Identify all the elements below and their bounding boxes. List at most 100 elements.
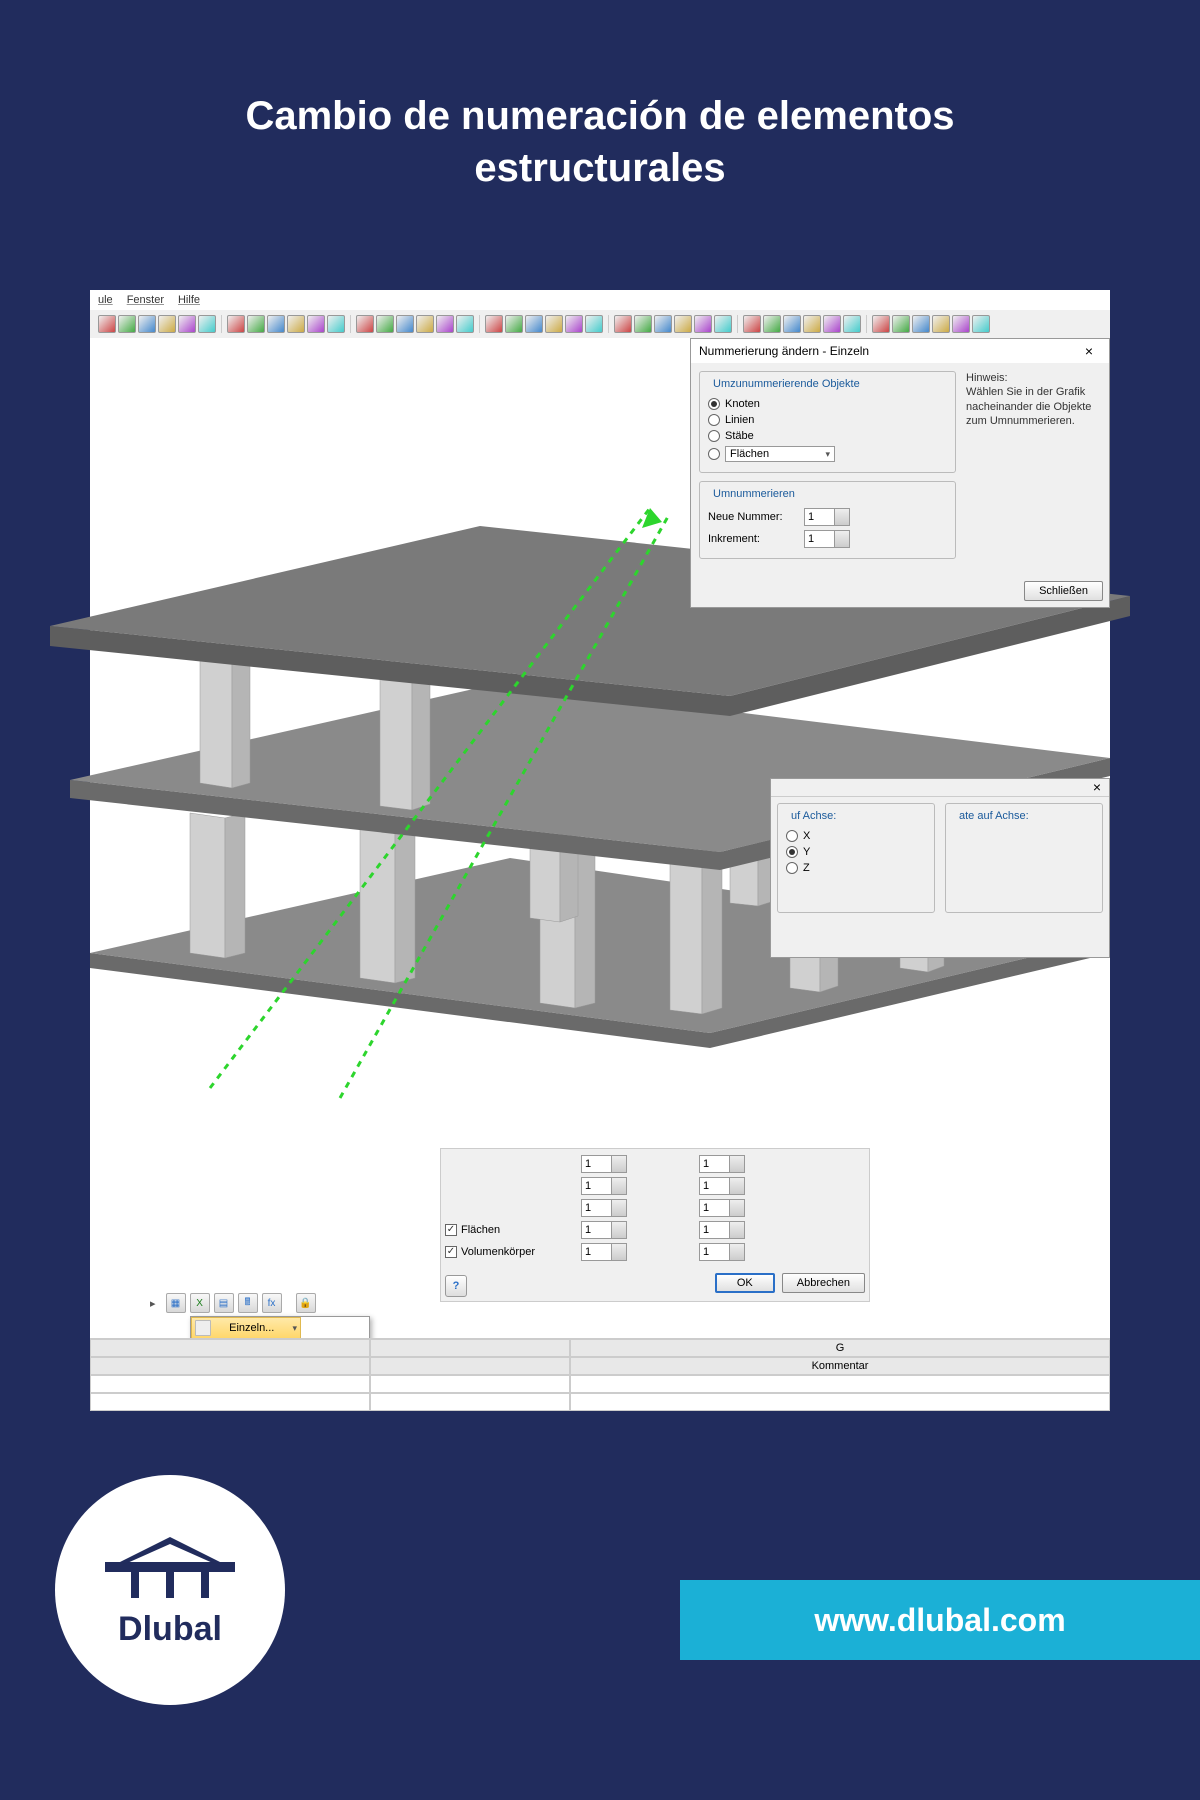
toolbar-icon[interactable]	[227, 315, 245, 333]
tool-icon[interactable]: 🖩	[238, 1293, 258, 1313]
viewport-3d[interactable]: Nummerierung ändern - Einzeln × Umzunumm…	[90, 338, 1110, 1390]
toolbar-icon[interactable]	[356, 315, 374, 333]
flaechen-select[interactable]: Flächen	[725, 446, 835, 462]
toolbar-icon[interactable]	[287, 315, 305, 333]
radio-flaechen[interactable]: Flächen	[708, 444, 947, 464]
radio-x[interactable]: X	[786, 828, 926, 844]
toolbar-icon[interactable]	[565, 315, 583, 333]
check-volumen[interactable]: Volumenkörper	[445, 1246, 575, 1258]
toolbar-icon[interactable]	[436, 315, 454, 333]
app-menubar[interactable]: ule Fenster Hilfe	[90, 290, 200, 310]
group-objects: Umzunummerierende Objekte Knoten Linien …	[699, 371, 956, 473]
toolbar-icon[interactable]	[803, 315, 821, 333]
menu-item[interactable]: ule	[98, 294, 113, 306]
tool-icon[interactable]: ▤	[214, 1293, 234, 1313]
help-button[interactable]: ?	[445, 1275, 467, 1297]
group-renumber: Umnummerieren Neue Nummer: 1 Inkrement: …	[699, 481, 956, 559]
group-title: Umnummerieren	[710, 488, 798, 500]
close-icon[interactable]: ×	[1077, 343, 1101, 359]
spin[interactable]: 1	[699, 1199, 745, 1217]
toolbar	[90, 310, 1110, 338]
numbering-grid: 11 11 11 Flächen11 Volumenkörper11 ? OK …	[440, 1148, 870, 1302]
spin[interactable]: 1	[581, 1221, 627, 1239]
brand-name: Dlubal	[118, 1610, 222, 1649]
radio-knoten[interactable]: Knoten	[708, 396, 947, 412]
toolbar-icon[interactable]	[247, 315, 265, 333]
toolbar-icon[interactable]	[763, 315, 781, 333]
schliessen-button[interactable]: Schließen	[1024, 581, 1103, 601]
toolbar-icon[interactable]	[138, 315, 156, 333]
col-header[interactable]: G	[570, 1339, 1110, 1357]
toolbar-icon[interactable]	[932, 315, 950, 333]
spin[interactable]: 1	[581, 1177, 627, 1195]
toolbar-icon[interactable]	[456, 315, 474, 333]
toolbar-icon[interactable]	[505, 315, 523, 333]
toolbar-icon[interactable]	[525, 315, 543, 333]
radio-staebe[interactable]: Stäbe	[708, 428, 947, 444]
ctx-einzeln[interactable]: Einzeln...	[191, 1317, 301, 1339]
hint-title: Hinweis:	[966, 371, 1101, 385]
toolbar-icon[interactable]	[892, 315, 910, 333]
toolbar-icon[interactable]	[714, 315, 732, 333]
spin[interactable]: 1	[581, 1155, 627, 1173]
abbrechen-button[interactable]: Abbrechen	[782, 1273, 865, 1293]
toolbar-icon[interactable]	[198, 315, 216, 333]
toolbar-icon[interactable]	[872, 315, 890, 333]
toolbar-icon[interactable]	[743, 315, 761, 333]
toolbar-icon[interactable]	[307, 315, 325, 333]
toolbar-icon[interactable]	[267, 315, 285, 333]
spin[interactable]: 1	[699, 1243, 745, 1261]
spin[interactable]: 1	[699, 1221, 745, 1239]
toolbar-icon[interactable]	[952, 315, 970, 333]
neue-nummer-input[interactable]: 1	[804, 508, 850, 526]
close-icon[interactable]: ×	[1085, 779, 1109, 796]
toolbar-icon[interactable]	[912, 315, 930, 333]
toolbar-icon[interactable]	[158, 315, 176, 333]
toolbar-icon[interactable]	[654, 315, 672, 333]
toolbar-icon[interactable]	[694, 315, 712, 333]
spin[interactable]: 1	[581, 1199, 627, 1217]
toolbar-icon[interactable]	[843, 315, 861, 333]
toolbar-icon[interactable]	[396, 315, 414, 333]
toolbar-icon[interactable]	[416, 315, 434, 333]
tool-icon[interactable]: ▦	[166, 1293, 186, 1313]
excel-icon[interactable]: X	[190, 1293, 210, 1313]
toolbar-icon[interactable]	[327, 315, 345, 333]
toolbar-icon[interactable]	[634, 315, 652, 333]
toolbar-icon[interactable]	[823, 315, 841, 333]
menu-item[interactable]: Hilfe	[178, 294, 200, 306]
toolbar-icon[interactable]	[545, 315, 563, 333]
toolbar-icon[interactable]	[614, 315, 632, 333]
col-header[interactable]: Kommentar	[570, 1357, 1110, 1375]
inkrement-input[interactable]: 1	[804, 530, 850, 548]
dialog-title: Nummerierung ändern - Einzeln	[699, 344, 869, 358]
menu-item[interactable]: Fenster	[127, 294, 164, 306]
neue-nummer-row: Neue Nummer: 1	[708, 506, 947, 528]
toolbar-icon[interactable]	[485, 315, 503, 333]
toolbar-icon[interactable]	[118, 315, 136, 333]
radio-y[interactable]: Y	[786, 844, 926, 860]
group-title: uf Achse:	[788, 810, 839, 822]
toolbar-icon[interactable]	[972, 315, 990, 333]
ok-button[interactable]: OK	[715, 1273, 775, 1293]
toolbar-icon[interactable]	[585, 315, 603, 333]
check-flaechen[interactable]: Flächen	[445, 1224, 575, 1236]
dialog-axis-fragment: × uf Achse: X Y Z ate auf Achse:	[770, 778, 1110, 958]
logo-icon	[105, 1532, 235, 1604]
radio-linien[interactable]: Linien	[708, 412, 947, 428]
url-banner: www.dlubal.com	[680, 1580, 1200, 1660]
toolbar-icon[interactable]	[674, 315, 692, 333]
spreadsheet[interactable]: G Kommentar	[90, 1338, 1110, 1438]
fx-icon[interactable]: fx	[262, 1293, 282, 1313]
spin[interactable]: 1	[581, 1243, 627, 1261]
radio-z[interactable]: Z	[786, 860, 926, 876]
toolbar-icon[interactable]	[376, 315, 394, 333]
toolbar-icon[interactable]	[98, 315, 116, 333]
spin[interactable]: 1	[699, 1177, 745, 1195]
group-title: Umzunummerierende Objekte	[710, 378, 863, 390]
toolbar-icon[interactable]	[178, 315, 196, 333]
hint-box: Hinweis: Wählen Sie in der Grafik nachei…	[966, 371, 1101, 567]
spin[interactable]: 1	[699, 1155, 745, 1173]
toolbar-icon[interactable]	[783, 315, 801, 333]
lock-icon[interactable]: 🔒	[296, 1293, 316, 1313]
